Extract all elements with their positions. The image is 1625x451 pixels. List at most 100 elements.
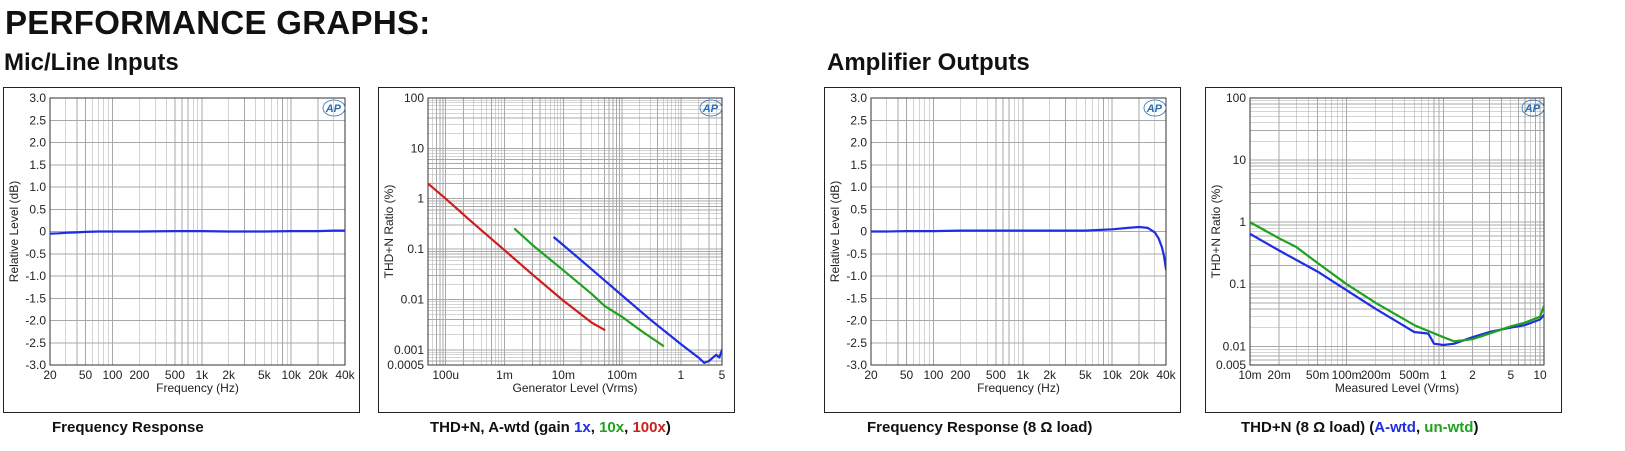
chart-panel-mic-frequency-response: 20 50 100 200 500 1k 2k 5k 10k 20k 40k 3.0 2.5 2.0 1.5… (3, 87, 360, 413)
y-tick-label: 0.01 (401, 292, 425, 306)
x-tick-label: 1k (1016, 368, 1030, 382)
plot-frame (1249, 97, 1545, 366)
caption-amp-thdn-suffix: ) (1473, 419, 1479, 436)
x-tick-label: 500 (986, 368, 1006, 382)
caption-gain-10x: 10x (599, 419, 625, 436)
series-line-green (1250, 221, 1544, 343)
ap-logo-ring (1521, 99, 1545, 117)
caption-sep-1: , (590, 419, 600, 436)
x-tick-label: 50 (900, 368, 914, 382)
y-axis-label: Relative Level (dB) (828, 181, 842, 282)
series-line-blue (553, 236, 722, 364)
y-tick-label: 0.1 (1229, 277, 1246, 291)
caption-a-wtd: A-wtd (1374, 419, 1416, 436)
chart-amp-thdn: 10m 20m 50m 100m 200m 500m 1 2 5 10 100 10 1 0.1 0.01 0… (1209, 91, 1547, 395)
x-tick-label: 40k (335, 368, 355, 382)
caption-gain-100x: 100x (632, 419, 666, 436)
y-tick-label: -2.0 (846, 314, 867, 328)
x-tick-label: 2k (1043, 368, 1057, 382)
plot-frame (427, 97, 723, 366)
ap-logo: AP (1146, 103, 1163, 115)
x-tick-label: 1 (1440, 368, 1447, 382)
ap-logo: AP (702, 103, 719, 115)
x-tick-label: 50 (79, 368, 93, 382)
x-tick-label: 1 (678, 368, 685, 382)
caption-sep-2: , (624, 419, 633, 436)
y-tick-label: -3.0 (846, 358, 867, 372)
caption-mic-thdn-prefix: THD+N, A-wtd (gain (430, 419, 575, 436)
ap-logo-ring (1143, 99, 1167, 117)
x-tick-label: 200 (129, 368, 149, 382)
x-tick-label: 10 (1533, 368, 1547, 382)
y-tick-label: 100 (404, 91, 424, 105)
section-title-amplifier: Amplifier Outputs (827, 49, 1030, 76)
x-tick-label: 2k (222, 368, 236, 382)
series-line-blue (1250, 232, 1544, 347)
grid-lines (427, 97, 723, 366)
y-tick-label: -1.5 (25, 291, 46, 305)
series-line-red (428, 182, 606, 331)
x-tick-label: 5k (1079, 368, 1093, 382)
caption-mic-thdn: THD+N, A-wtd (gain 1x, 10x, 100x) (430, 419, 671, 436)
x-axis-label: Frequency (Hz) (156, 381, 239, 395)
y-tick-label: 1.5 (29, 158, 46, 172)
x-tick-label: 10m (1238, 368, 1261, 382)
y-tick-label: 1.0 (850, 180, 867, 194)
chart-panel-mic-thdn: 100u 1m 10m 100m 1 5 100 10 1 0.1 0.01 0.001 0.0005 G… (378, 87, 735, 413)
y-tick-label: 0.001 (394, 343, 424, 357)
caption-mic-frequency-response: Frequency Response (52, 419, 204, 436)
y-tick-label: -2.5 (846, 336, 867, 350)
chart-amp-frequency-response: 20 50 100 200 500 1k 2k 5k 10k 20k 40k 3.0 2.5 2.0 1.5… (828, 91, 1177, 395)
y-tick-label: -1.0 (25, 269, 46, 283)
ap-logo: AP (325, 103, 342, 115)
y-tick-label: 10 (1233, 153, 1247, 167)
ap-logo-ring (322, 99, 346, 117)
x-tick-label: 10k (282, 368, 302, 382)
ap-logo-ring (699, 99, 723, 117)
y-tick-label: 1.0 (29, 180, 46, 194)
chart-panel-amp-thdn: 10m 20m 50m 100m 200m 500m 1 2 5 10 100 10 1 0.1 0.01 0… (1205, 87, 1562, 413)
x-tick-label: 50m (1306, 368, 1329, 382)
y-tick-label: 0.1 (407, 242, 424, 256)
y-tick-label: 0 (860, 225, 867, 239)
caption-amp-thdn-prefix: THD+N (8 Ω load) ( (1241, 419, 1375, 436)
x-tick-label: 100 (923, 368, 943, 382)
x-tick-label: 5k (258, 368, 272, 382)
section-title-mic-line: Mic/Line Inputs (4, 49, 179, 76)
y-tick-label: 0.01 (1223, 339, 1247, 353)
x-tick-label: 200 (950, 368, 970, 382)
y-tick-label: -3.0 (25, 358, 46, 372)
x-tick-label: 1m (496, 368, 513, 382)
series-line-green (513, 228, 665, 347)
x-axis-label: Frequency (Hz) (977, 381, 1060, 395)
x-tick-label: 2 (1469, 368, 1476, 382)
x-tick-label: 20k (308, 368, 328, 382)
y-tick-label: -0.5 (25, 247, 46, 261)
y-tick-label: 3.0 (29, 91, 46, 105)
grid-lines (1249, 97, 1544, 366)
caption-amp-frequency-response: Frequency Response (8 Ω load) (867, 419, 1093, 436)
y-tick-label: 100 (1226, 91, 1246, 105)
x-axis-label: Generator Level (Vrms) (513, 381, 638, 395)
page-title: PERFORMANCE GRAPHS: (5, 4, 431, 41)
series-line-blue (871, 225, 1166, 271)
x-tick-label: 20 (43, 368, 57, 382)
y-tick-label: 1 (417, 192, 424, 206)
x-tick-label: 5 (719, 368, 726, 382)
y-tick-label: 2.0 (850, 136, 867, 150)
y-tick-label: 2.0 (29, 136, 46, 150)
y-axis-label: Relative Level (dB) (7, 181, 21, 282)
x-tick-label: 10k (1103, 368, 1123, 382)
x-axis-label: Measured Level (Vrms) (1335, 381, 1459, 395)
y-tick-label: 10 (411, 141, 425, 155)
y-tick-label: 1.5 (850, 158, 867, 172)
y-tick-label: 0 (39, 225, 46, 239)
x-tick-label: 100u (432, 368, 459, 382)
y-tick-label: 0.5 (29, 202, 46, 216)
y-axis-label: THD+N Ratio (%) (382, 185, 396, 279)
ap-logo: AP (1524, 103, 1541, 115)
x-tick-label: 500 (165, 368, 185, 382)
x-tick-label: 10m (552, 368, 575, 382)
x-tick-label: 500m (1399, 368, 1429, 382)
